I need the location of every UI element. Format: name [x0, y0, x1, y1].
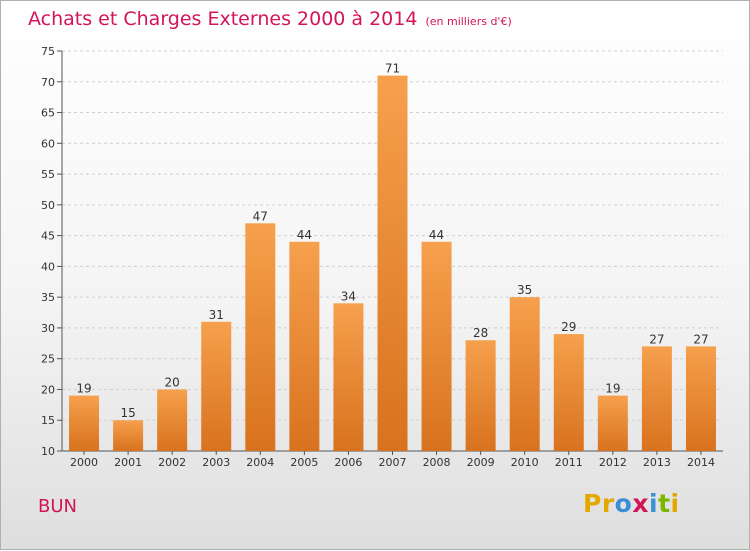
y-tick-label: 15	[41, 414, 55, 427]
y-tick-label: 60	[41, 137, 55, 150]
y-tick-label: 20	[41, 383, 55, 396]
bar	[641, 346, 672, 451]
commune-name: BUN	[38, 496, 77, 517]
bar	[201, 321, 232, 451]
data-label: 44	[297, 228, 312, 242]
y-tick-label: 30	[41, 322, 55, 335]
bar	[289, 241, 320, 451]
x-tick-label: 2004	[246, 456, 274, 469]
logo-letter: r	[601, 489, 615, 518]
logo-letter: i	[649, 489, 659, 518]
x-tick-label: 2000	[70, 456, 98, 469]
x-tick-label: 2010	[511, 456, 539, 469]
bar	[113, 420, 144, 451]
x-tick-label: 2001	[114, 456, 142, 469]
x-tick-label: 2003	[202, 456, 230, 469]
y-tick-label: 35	[41, 291, 55, 304]
logo-letter: t	[658, 489, 671, 518]
x-tick-label: 2005	[290, 456, 318, 469]
x-tick-label: 2006	[334, 456, 362, 469]
y-tick-label: 25	[41, 353, 55, 366]
y-axis-ticks: 10 15 20 25 30 35 40 45 50 55 60 65 70 75	[41, 45, 62, 458]
proxiti-logo: Proxiti	[583, 489, 680, 518]
data-label: 47	[253, 209, 268, 223]
x-tick-label: 2013	[643, 456, 671, 469]
y-tick-label: 75	[41, 45, 55, 58]
data-label: 44	[429, 228, 444, 242]
data-label: 28	[473, 326, 488, 340]
y-tick-label: 70	[41, 76, 55, 89]
bar	[421, 241, 452, 451]
x-tick-label: 2012	[599, 456, 627, 469]
chart-title-text: Achats et Charges Externes 2000 à 2014	[28, 8, 418, 30]
bar	[597, 395, 628, 451]
x-tick-label: 2002	[158, 456, 186, 469]
data-label: 15	[120, 406, 135, 420]
data-labels: 19 15 20 31 47 44 34 71 44 28 35 29 19 27 27	[76, 62, 708, 421]
chart-unit: (en milliers d'€)	[425, 15, 512, 28]
logo-letter: o	[614, 489, 633, 518]
data-label: 35	[517, 283, 532, 297]
x-tick-label: 2009	[467, 456, 495, 469]
chart-title: Achats et Charges Externes 2000 à 2014 (e…	[28, 8, 512, 30]
data-label: 19	[76, 382, 91, 396]
bar	[509, 297, 540, 451]
data-label: 27	[649, 332, 664, 346]
y-tick-label: 40	[41, 260, 55, 273]
data-label: 27	[693, 332, 708, 346]
y-tick-label: 65	[41, 107, 55, 120]
logo-letter: x	[632, 489, 649, 518]
data-label: 29	[561, 320, 576, 334]
logo-letter: P	[583, 489, 602, 518]
y-tick-label: 50	[41, 199, 55, 212]
x-tick-label: 2007	[379, 456, 407, 469]
bar	[553, 334, 584, 451]
bar	[69, 395, 100, 451]
bars	[69, 75, 716, 451]
logo-letter: i	[670, 489, 680, 518]
y-tick-label: 55	[41, 168, 55, 181]
data-label: 19	[605, 382, 620, 396]
bar	[377, 75, 408, 451]
bar	[465, 340, 496, 451]
x-tick-label: 2011	[555, 456, 583, 469]
y-tick-label: 45	[41, 230, 55, 243]
data-label: 34	[341, 289, 356, 303]
bar	[333, 303, 364, 451]
x-tick-label: 2014	[687, 456, 715, 469]
bar	[245, 223, 276, 451]
data-label: 31	[209, 308, 224, 322]
data-label: 71	[385, 62, 400, 76]
y-tick-label: 10	[41, 445, 55, 458]
bar	[685, 346, 716, 451]
x-tick-label: 2008	[423, 456, 451, 469]
data-label: 20	[165, 375, 180, 389]
bar	[157, 389, 188, 451]
x-axis-ticks: 2000 2001 2002 2003 2004 2005 2006 2007 2008 2009…	[70, 451, 715, 469]
